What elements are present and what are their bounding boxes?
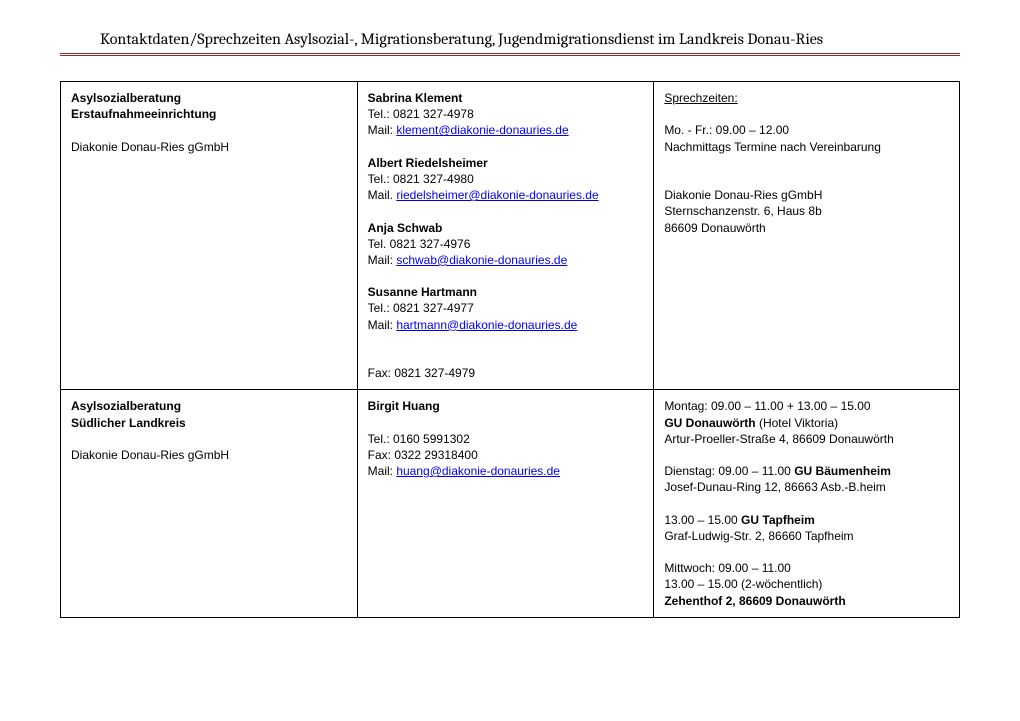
contact-name: Anja Schwab	[368, 221, 443, 235]
contact-tel: Tel.: 0821 327-4980	[368, 172, 474, 186]
mail-link[interactable]: klement@diakonie-donauries.de	[396, 123, 568, 137]
contact-tel: Tel.: 0821 327-4977	[368, 301, 474, 315]
cell-hours: Montag: 09.00 – 11.00 + 13.00 – 15.00 GU…	[654, 390, 960, 617]
mail-link[interactable]: huang@diakonie-donauries.de	[396, 464, 560, 478]
address-line: Diakonie Donau-Ries gGmbH	[664, 188, 822, 202]
mail-label: Mail:	[368, 253, 397, 267]
mail-link[interactable]: hartmann@diakonie-donauries.de	[396, 318, 577, 332]
address-line: Sternschanzenstr. 6, Haus 8b	[664, 204, 821, 218]
cell-contacts: Sabrina Klement Tel.: 0821 327-4978 Mail…	[357, 82, 654, 390]
location-bold: GU Tapfheim	[741, 513, 815, 527]
service-name: Asylsozialberatung	[71, 91, 181, 105]
mail-label: Mail:	[368, 123, 397, 137]
hours-line: 13.00 – 15.00 (2-wöchentlich)	[664, 577, 822, 591]
hours-line: Mittwoch: 09.00 – 11.00	[664, 561, 791, 575]
service-sub: Südlicher Landkreis	[71, 416, 186, 430]
contact-fax: Fax: 0821 327-4979	[368, 366, 475, 380]
hours-line: Mo. - Fr.: 09.00 – 12.00	[664, 123, 789, 137]
mail-label: Mail:	[368, 464, 397, 478]
hours-line: Dienstag: 09.00 – 11.00	[664, 464, 794, 478]
mail-link[interactable]: riedelsheimer@diakonie-donauries.de	[396, 188, 598, 202]
hours-line: Montag: 09.00 – 11.00 + 13.00 – 15.00	[664, 399, 870, 413]
mail-link[interactable]: schwab@diakonie-donauries.de	[396, 253, 567, 267]
contact-name: Susanne Hartmann	[368, 285, 477, 299]
cell-org: Asylsozialberatung Erstaufnahmeeinrichtu…	[61, 82, 358, 390]
contact-table: Asylsozialberatung Erstaufnahmeeinrichtu…	[60, 81, 960, 618]
hours-label: Sprechzeiten:	[664, 91, 737, 105]
location-rest: (Hotel Viktoria)	[756, 416, 838, 430]
org-name: Diakonie Donau-Ries gGmbH	[71, 140, 229, 154]
location-bold: Zehenthof 2, 86609 Donauwörth	[664, 594, 845, 608]
address-line: Josef-Dunau-Ring 12, 86663 Asb.-B.heim	[664, 480, 885, 494]
contact-tel: Tel.: 0821 327-4978	[368, 107, 474, 121]
service-name: Asylsozialberatung	[71, 399, 181, 413]
hours-line: 13.00 – 15.00	[664, 513, 741, 527]
contact-tel: Tel.: 0160 5991302	[368, 432, 470, 446]
contact-name: Birgit Huang	[368, 399, 440, 413]
address-line: Artur-Proeller-Straße 4, 86609 Donauwört…	[664, 432, 893, 446]
address-line: 86609 Donauwörth	[664, 221, 765, 235]
table-row: Asylsozialberatung Erstaufnahmeeinrichtu…	[61, 82, 960, 390]
hours-line: Nachmittags Termine nach Vereinbarung	[664, 140, 881, 154]
address-line: Graf-Ludwig-Str. 2, 86660 Tapfheim	[664, 529, 853, 543]
contact-fax: Fax: 0322 29318400	[368, 448, 478, 462]
table-row: Asylsozialberatung Südlicher Landkreis D…	[61, 390, 960, 617]
service-sub: Erstaufnahmeeinrichtung	[71, 107, 216, 121]
location-bold: GU Donauwörth	[664, 416, 755, 430]
cell-hours: Sprechzeiten: Mo. - Fr.: 09.00 – 12.00 N…	[654, 82, 960, 390]
location-bold: GU Bäumenheim	[794, 464, 891, 478]
contact-name: Albert Riedelsheimer	[368, 156, 488, 170]
cell-org: Asylsozialberatung Südlicher Landkreis D…	[61, 390, 358, 617]
page-title: Kontaktdaten/Sprechzeiten Asylsozial-, M…	[60, 30, 960, 56]
cell-contacts: Birgit Huang Tel.: 0160 5991302 Fax: 032…	[357, 390, 654, 617]
org-name: Diakonie Donau-Ries gGmbH	[71, 448, 229, 462]
mail-label: Mail.	[368, 188, 397, 202]
contact-name: Sabrina Klement	[368, 91, 463, 105]
contact-tel: Tel. 0821 327-4976	[368, 237, 471, 251]
mail-label: Mail:	[368, 318, 397, 332]
